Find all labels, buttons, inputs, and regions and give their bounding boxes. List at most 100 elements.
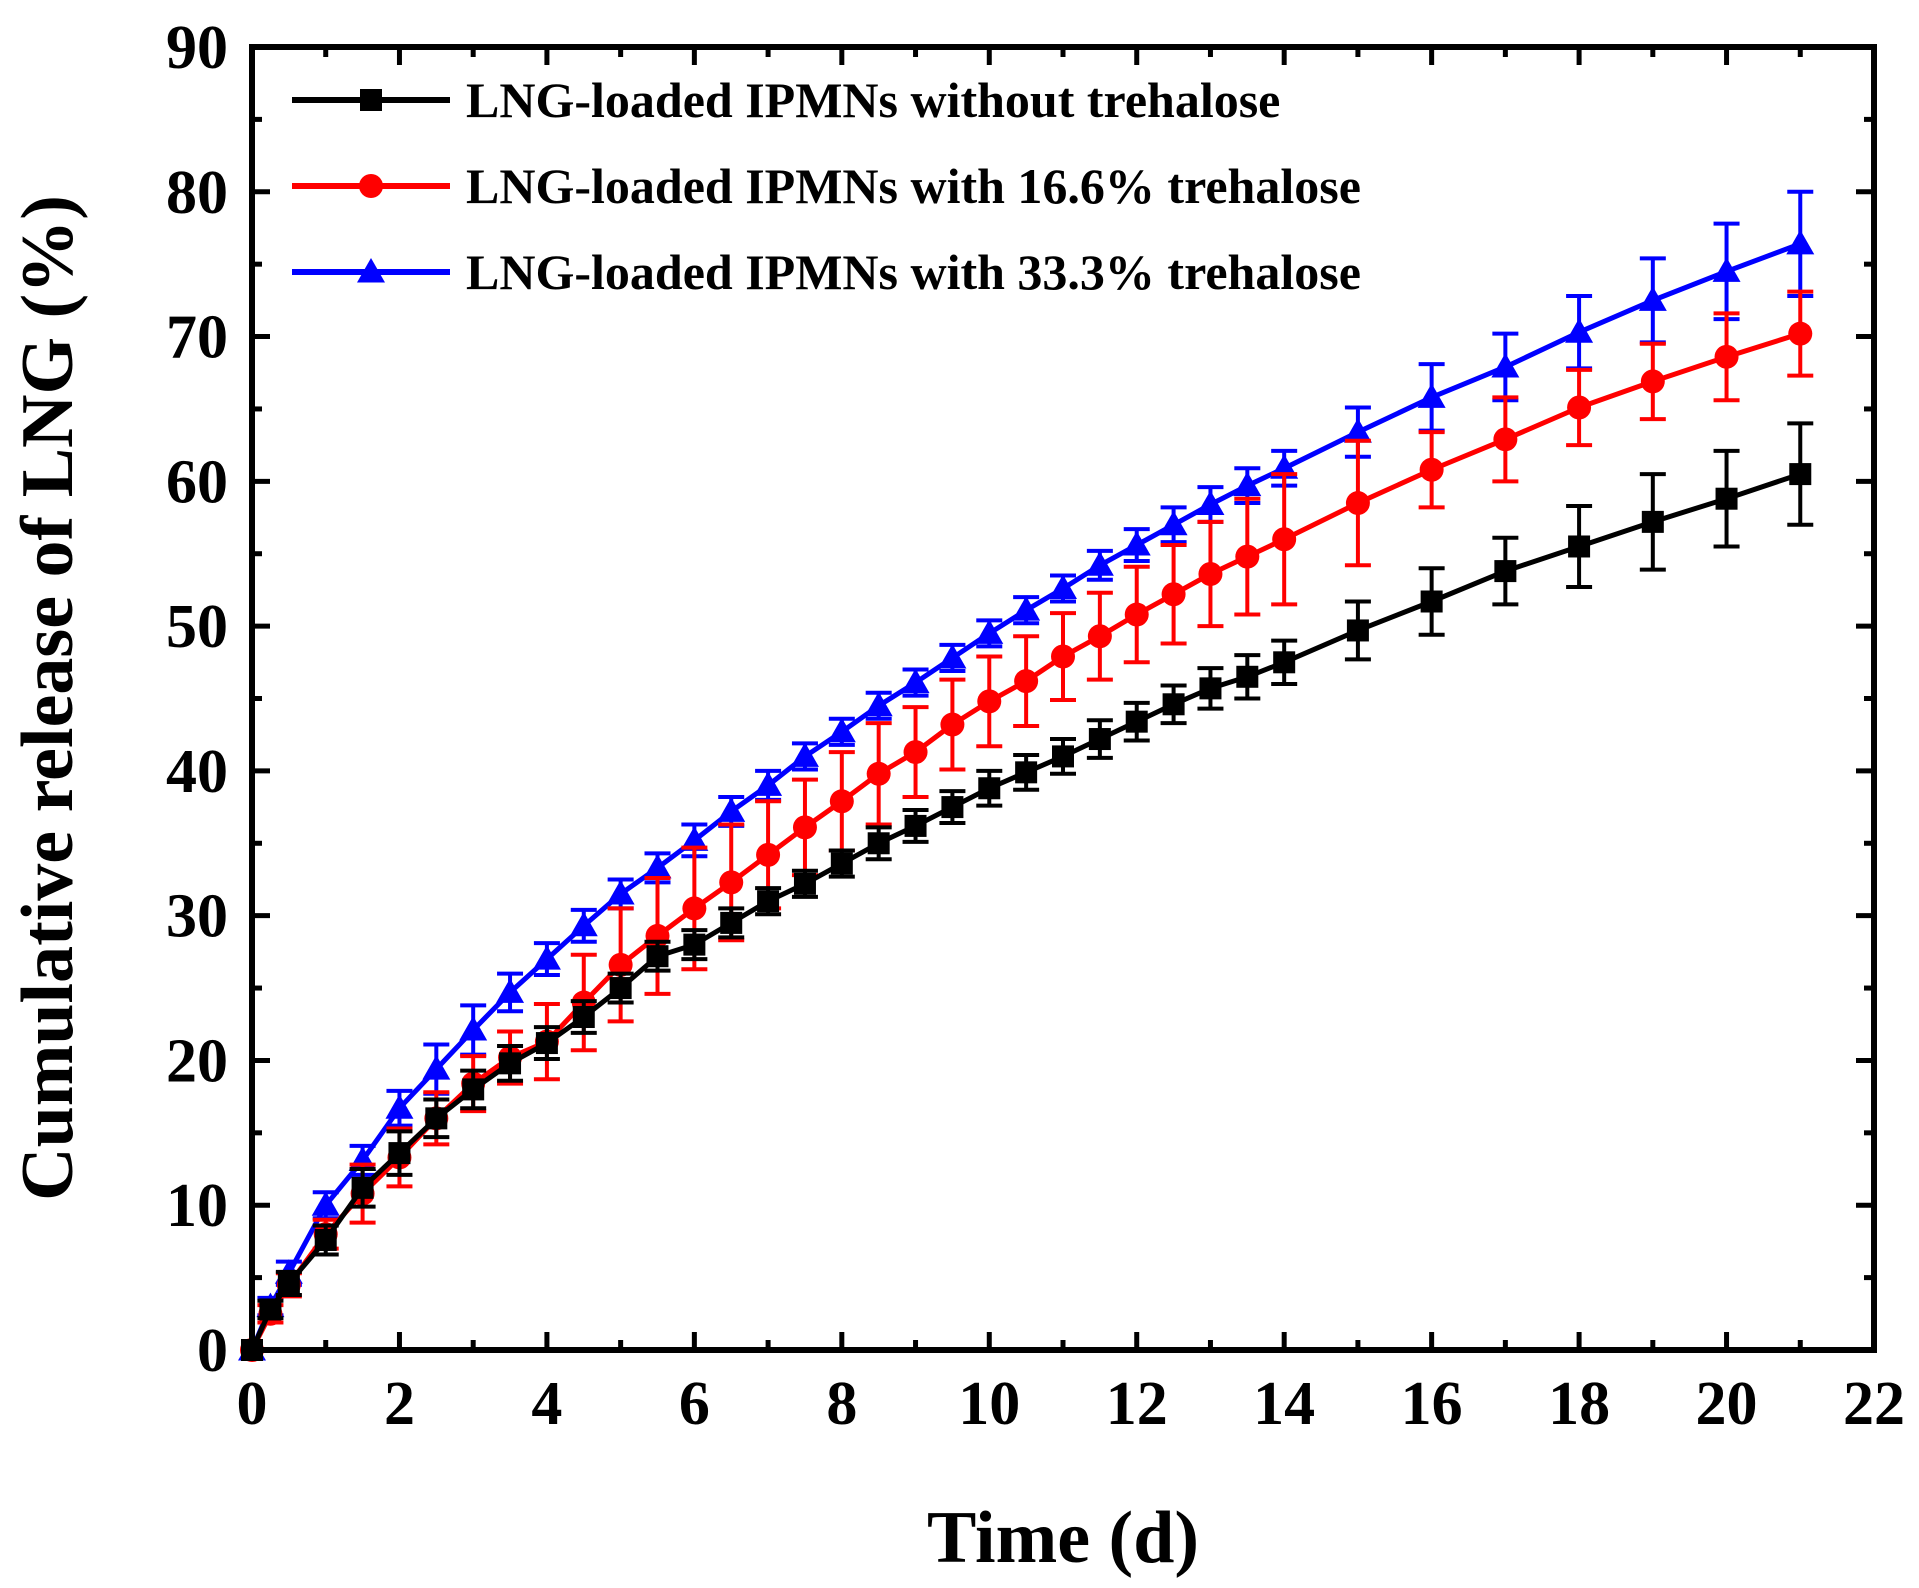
x-tick-label: 18 (1548, 1370, 1610, 1438)
y-axis-title: Cumulative release of LNG (%) (7, 195, 89, 1201)
data-point (1568, 535, 1591, 558)
data-point (793, 872, 816, 895)
data-point (1233, 471, 1262, 497)
legend-label: LNG-loaded IPMNs without trehalose (466, 72, 1280, 128)
data-point (388, 1142, 411, 1165)
data-point (1712, 257, 1741, 282)
x-tick-label: 0 (237, 1370, 268, 1438)
data-point (941, 796, 964, 819)
x-tick-label: 22 (1843, 1370, 1905, 1438)
data-point (1789, 463, 1812, 486)
data-point (311, 1191, 340, 1216)
data-point (830, 852, 853, 875)
data-point (459, 1016, 488, 1041)
data-point (1159, 510, 1188, 536)
x-tick-labels: 0 2 4 6 8 10 12 14 16 18 20 22 (237, 1370, 1906, 1438)
data-point (829, 789, 854, 814)
x-tick-label: 2 (384, 1370, 415, 1438)
legend-label: LNG-loaded IPMNs with 33.3% trehalose (466, 244, 1361, 300)
data-point (683, 933, 706, 956)
data-point (1162, 693, 1185, 716)
y-tick-label: 80 (166, 159, 228, 227)
data-point (314, 1228, 337, 1251)
data-point (938, 643, 967, 669)
data-point (1638, 286, 1667, 311)
data-point (1051, 644, 1075, 669)
y-tick-label: 70 (166, 304, 228, 372)
data-point (1715, 487, 1738, 510)
data-point (790, 742, 819, 767)
data-point (1641, 510, 1664, 533)
data-point (975, 619, 1004, 644)
data-point (499, 1052, 522, 1075)
data-point (1124, 602, 1149, 627)
data-point (422, 1055, 451, 1080)
data-point (717, 797, 746, 822)
data-point (866, 761, 891, 786)
data-point (572, 1006, 595, 1029)
data-point (757, 890, 780, 913)
y-tick-label: 30 (166, 883, 228, 951)
data-point (977, 689, 1002, 714)
data-point (259, 1298, 282, 1321)
data-point (1494, 560, 1517, 583)
y-tick-label: 40 (166, 738, 228, 806)
data-point (1272, 527, 1297, 552)
data-point (1640, 369, 1665, 394)
data-point (1122, 531, 1151, 556)
data-point (1196, 490, 1225, 515)
data-point (277, 1272, 300, 1295)
data-point (1052, 745, 1074, 768)
x-tick-label: 10 (958, 1370, 1020, 1438)
y-tick-label: 90 (166, 14, 228, 82)
data-point (1786, 229, 1815, 255)
legend-label: LNG-loaded IPMNs with 16.6% trehalose (466, 158, 1361, 214)
data-point (1714, 344, 1739, 369)
data-point (1346, 619, 1369, 642)
data-point (903, 740, 928, 765)
x-tick-label: 6 (679, 1370, 710, 1438)
y-tick-label: 0 (197, 1317, 228, 1385)
x-tick-label: 4 (531, 1370, 562, 1438)
data-point (609, 977, 632, 1000)
legend-marker (357, 258, 385, 283)
data-point (385, 1094, 414, 1119)
legend-item: LNG-loaded IPMNs with 16.6% trehalose (292, 158, 1361, 214)
data-point (720, 911, 743, 934)
data-point (682, 896, 707, 921)
legend-item: LNG-loaded IPMNs with 33.3% trehalose (292, 244, 1361, 300)
data-point (496, 978, 525, 1003)
data-point (569, 911, 598, 937)
data-point (1235, 544, 1260, 569)
y-tick-label: 10 (166, 1172, 228, 1240)
data-point (1491, 352, 1520, 378)
data-point (1015, 761, 1038, 784)
data-point (1345, 491, 1370, 516)
data-point (756, 842, 781, 867)
data-point (1236, 665, 1259, 688)
data-point (462, 1078, 485, 1101)
data-point (1567, 395, 1592, 420)
data-point (1565, 318, 1594, 343)
data-point (940, 712, 965, 737)
data-point (643, 853, 672, 879)
legend-item: LNG-loaded IPMNs without trehalose (292, 72, 1280, 128)
legend-marker (359, 174, 383, 198)
data-point (719, 870, 744, 895)
x-tick-label: 12 (1106, 1370, 1168, 1438)
data-point (608, 952, 633, 977)
data-point (1125, 710, 1148, 733)
x-tick-label: 8 (826, 1370, 857, 1438)
data-point (1420, 590, 1443, 613)
x-tick-label: 14 (1253, 1370, 1315, 1438)
data-point (867, 832, 890, 855)
data-point (1417, 383, 1446, 408)
data-point (864, 691, 893, 717)
data-point (1199, 677, 1222, 700)
y-tick-label: 50 (166, 593, 228, 661)
data-point (792, 815, 817, 840)
data-point (1085, 551, 1114, 576)
data-point (351, 1176, 374, 1199)
series-square (241, 421, 1814, 1361)
